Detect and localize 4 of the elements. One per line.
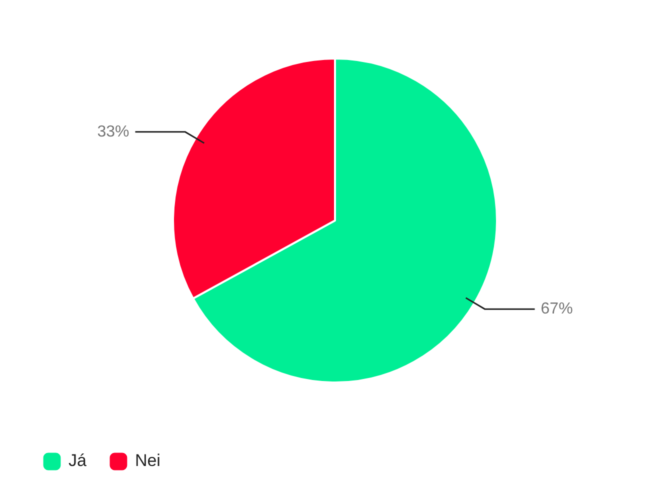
data-label: 33% bbox=[97, 123, 130, 140]
data-label: 67% bbox=[540, 300, 573, 318]
legend-label: Nei bbox=[134, 451, 160, 470]
legend-label: Já bbox=[68, 451, 87, 470]
